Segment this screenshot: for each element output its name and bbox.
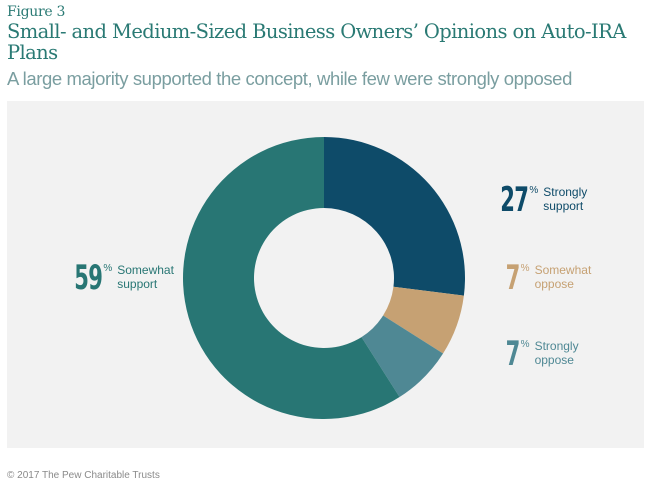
- label-strongly-support: 27 % Strongly support: [500, 180, 588, 220]
- chart-title: Small- and Medium-Sized Business Owners’…: [7, 20, 626, 64]
- slice-strongly-oppose: [361, 315, 444, 398]
- slice-somewhat-support: [182, 137, 400, 419]
- slice-somewhat-oppose: [383, 286, 464, 354]
- label-somewhat-oppose: 7 % Somewhat oppose: [505, 258, 592, 298]
- chart-subtitle: A large majority supported the concept, …: [7, 68, 572, 89]
- label-somewhat-support: 59 % Somewhat support: [74, 258, 174, 298]
- chart-panel: 27 % Strongly support 7 % Somewhat oppose …: [7, 101, 644, 448]
- slice-strongly-support: [324, 137, 465, 296]
- value: 27: [500, 180, 529, 220]
- donut-chart: [182, 137, 465, 419]
- figure-label: Figure 3: [7, 4, 66, 20]
- label-strongly-oppose: 7 % Strongly oppose: [505, 334, 579, 374]
- copyright: © 2017 The Pew Charitable Trusts: [7, 470, 160, 481]
